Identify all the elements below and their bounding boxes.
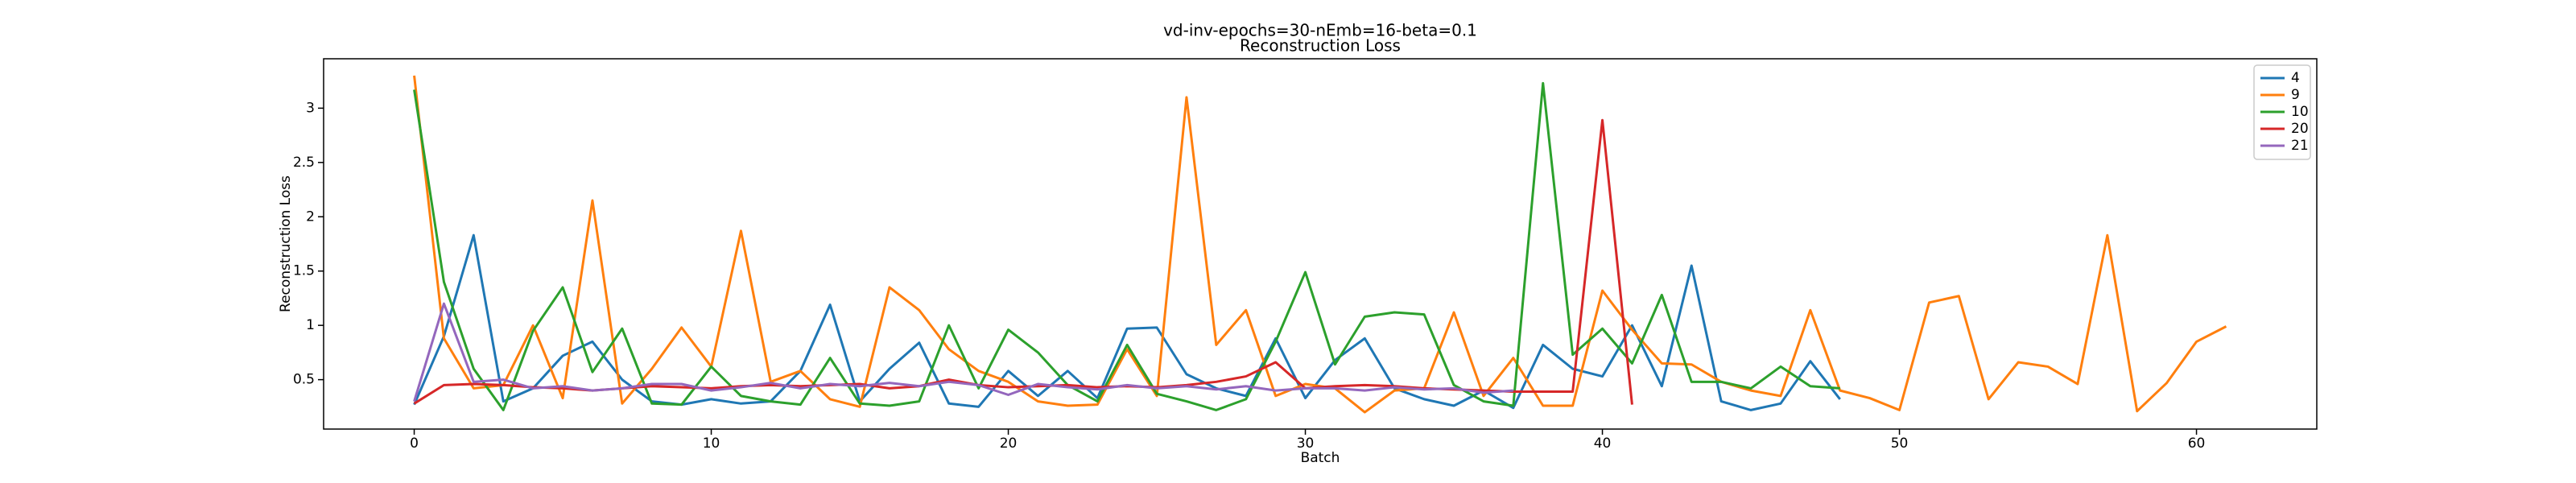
legend-label: 20 — [2291, 121, 2309, 137]
x-tick-label: 0 — [410, 436, 419, 452]
y-tick-label: 0.5 — [293, 372, 315, 388]
series-line — [413, 302, 1513, 402]
chart-subtitle: Reconstruction Loss — [1240, 36, 1401, 56]
legend-label: 9 — [2291, 87, 2300, 103]
legend-label: 21 — [2291, 138, 2309, 154]
y-tick-label: 3 — [306, 100, 315, 116]
y-axis-label: Reconstruction Loss — [278, 175, 294, 312]
chart-title: vd-inv-epochs=30-nEmb=16-beta=0.1 — [1163, 21, 1477, 40]
x-tick-label: 60 — [2188, 436, 2206, 452]
x-tick-label: 50 — [1891, 436, 1909, 452]
x-tick-label: 20 — [1000, 436, 1018, 452]
legend-label: 10 — [2291, 104, 2309, 120]
y-tick-label: 1 — [306, 317, 315, 333]
series-line — [413, 81, 1840, 411]
plot-frame — [323, 58, 2318, 430]
y-tick-label: 2 — [306, 208, 315, 225]
x-tick-label: 10 — [703, 436, 720, 452]
x-tick-label: 30 — [1297, 436, 1315, 452]
x-tick-label: 40 — [1594, 436, 1612, 452]
y-tick-label: 2.5 — [293, 155, 315, 171]
x-axis-label: Batch — [1301, 450, 1340, 466]
legend-label: 4 — [2291, 70, 2300, 86]
y-tick-label: 1.5 — [293, 263, 315, 279]
